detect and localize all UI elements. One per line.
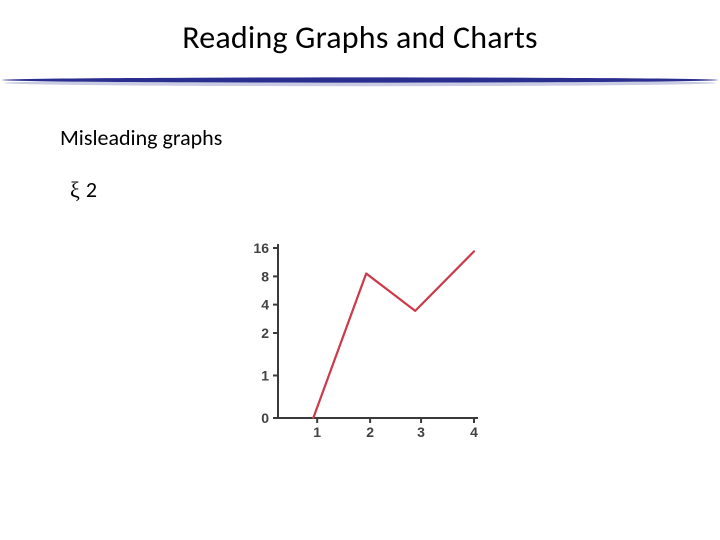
divider-svg [0,72,720,92]
misleading-line-chart: 16 8 4 2 1 0 1 2 3 4 [230,240,490,442]
svg-text:8: 8 [261,268,269,284]
title-divider [0,72,720,92]
bullet-item: ξ2 [70,176,97,203]
svg-text:16: 16 [253,240,269,256]
svg-text:4: 4 [261,297,269,313]
svg-text:2: 2 [261,325,269,341]
svg-text:3: 3 [417,424,425,440]
page-title: Reading Graphs and Charts [0,18,720,57]
bullet-text: 2 [86,176,97,203]
svg-text:1: 1 [313,424,321,440]
slide: Reading Graphs and Charts Misleading gra… [0,0,720,540]
chart-svg: 16 8 4 2 1 0 1 2 3 4 [230,240,490,442]
subtitle: Misleading graphs [60,124,222,151]
svg-text:4: 4 [470,424,478,440]
svg-text:0: 0 [261,410,269,426]
svg-text:1: 1 [261,368,269,384]
bullet-glyph: ξ [70,177,80,202]
svg-text:2: 2 [366,424,374,440]
